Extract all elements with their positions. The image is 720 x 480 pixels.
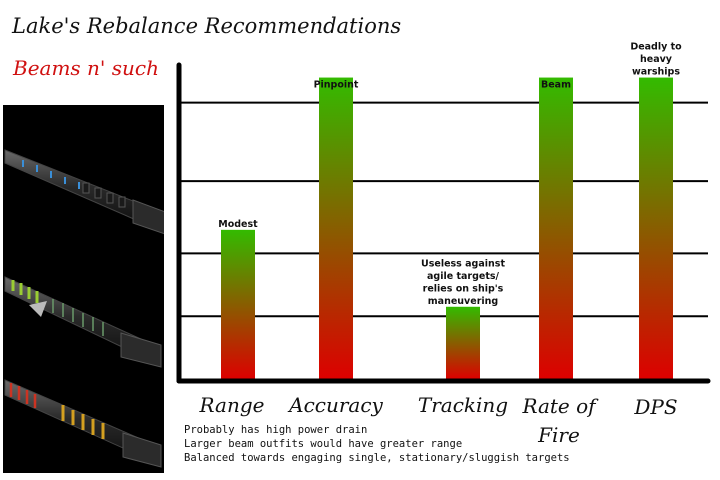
bar-data-label: heavy: [640, 54, 673, 65]
bar-tracking: [446, 306, 480, 379]
note-item: Larger beam outfits would have greater r…: [184, 438, 463, 450]
x-tick-label: Tracking: [418, 393, 508, 417]
blue-beam-weapon-icon: [4, 149, 164, 235]
x-tick-label: Accuracy: [287, 393, 383, 417]
bar-range: [221, 229, 255, 379]
x-tick-label: Rate of: [521, 394, 599, 418]
bar-dps: [639, 77, 673, 379]
bar-data-label: agile targets/: [427, 271, 500, 282]
green-beam-weapon-icon: [4, 276, 162, 368]
notes-list: Probably has high power drain Larger bea…: [184, 423, 570, 465]
note-item: Probably has high power drain: [184, 424, 368, 436]
x-tick-label: Fire: [537, 423, 580, 447]
bar-rate-of-fire: [539, 77, 573, 379]
red-beam-weapon-icon: [4, 379, 162, 468]
bar-data-label: Beam: [541, 80, 571, 91]
note-item: Balanced towards engaging single, statio…: [184, 452, 570, 464]
bar-data-label: relies on ship's: [423, 283, 504, 294]
bar-data-label: Pinpoint: [314, 80, 359, 91]
x-tick-label: DPS: [633, 395, 677, 419]
bar-data-label: warships: [632, 67, 680, 78]
bar-data-label: maneuvering: [428, 296, 498, 307]
bar-data-label: Useless against: [421, 258, 505, 269]
bar-accuracy: [319, 77, 353, 379]
x-tick-label: Range: [199, 393, 265, 417]
bar-data-label: Deadly to: [630, 42, 682, 53]
page-subtitle: Beams n' such: [13, 56, 160, 80]
page-title: Lake's Rebalance Recommendations: [12, 14, 402, 38]
bar-data-label: Modest: [218, 219, 258, 230]
weapon-image-panel: [3, 105, 164, 473]
